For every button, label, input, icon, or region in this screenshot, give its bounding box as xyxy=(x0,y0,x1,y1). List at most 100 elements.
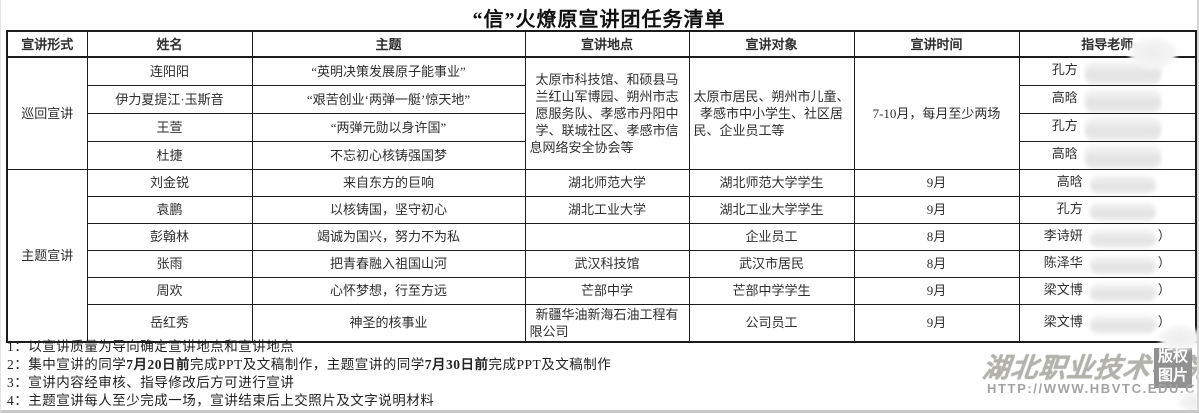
time-cell: 8月 xyxy=(853,222,1020,251)
time-cell: 9月 xyxy=(853,195,1020,224)
location-cell xyxy=(524,222,690,251)
seal-text-top: 版权 xyxy=(1157,349,1188,365)
footnote-2-text: 完成PPT及文稿制作，主题宣讲的同学 xyxy=(190,357,425,372)
name-cell: 伊力夏提江·玉斯音 xyxy=(86,84,253,114)
audience-cell: 太原市居民、朔州市儿童、孝感市中小学生、社区居民、企业员工等 xyxy=(688,56,855,170)
teacher-name: 梁文博 xyxy=(1043,282,1083,298)
table-row: 袁鹏 以核铸国，坚守初心 湖北工业大学 湖北工业大学学生 9月 孔方 xyxy=(7,195,1197,224)
audience-cell: 武汉市居民 xyxy=(688,249,855,278)
redaction-blur xyxy=(1159,326,1197,350)
header-audience: 宣讲对象 xyxy=(688,30,855,58)
redaction-blur xyxy=(1084,89,1161,112)
footnote-1: 1：以宣讲质量为导向确定宣讲地点和宣讲地点 xyxy=(7,339,295,354)
teacher-name: 高晗 xyxy=(1051,89,1078,105)
page-title: “信”火燎原宣讲团任务清单 xyxy=(472,9,726,31)
form-cell: 主题宣讲 xyxy=(6,168,88,342)
name-cell: 周欢 xyxy=(86,276,253,305)
header-form: 宣讲形式 xyxy=(6,30,88,58)
location-cell: 芒部中学 xyxy=(524,276,690,305)
watermark-url: HTTP://WWW.HBVTC.EDU.CN xyxy=(987,381,1199,396)
table-row: 伊力夏提江·玉斯音 “艰苦创业‘两弹一艇’惊天地” 高晗 xyxy=(7,84,1197,114)
table-row: 杜捷 不忘初心核铸强国梦 高晗 xyxy=(7,140,1197,170)
location-cell: 武汉科技馆 xyxy=(524,249,690,278)
theme-cell: 把青春融入祖国山河 xyxy=(251,249,526,278)
footnotes: 1：以宣讲质量为导向确定宣讲地点和宣讲地点 2：集中宣讲的同学7月20日前完成P… xyxy=(7,338,611,410)
redaction-blur xyxy=(1084,117,1161,140)
audience-cell: 湖北师范大学学生 xyxy=(688,168,855,197)
teacher-name: 陈泽华 xyxy=(1043,255,1083,271)
table-header-row: 宣讲形式 姓名 主题 宣讲地点 宣讲对象 宣讲时间 指导老师 xyxy=(6,30,1197,58)
name-cell: 连阳阳 xyxy=(86,56,253,86)
redaction-blur xyxy=(1089,228,1156,248)
audience-cell: 公司员工 xyxy=(688,303,855,342)
teacher-cell: 高晗 xyxy=(1018,84,1197,114)
teacher-suffix: ） xyxy=(1157,255,1171,271)
teacher-name: 梁文博 xyxy=(1043,314,1083,330)
table-row: 彭翰林 竭诚为国兴，努力不为私 企业员工 8月 李诗妍 ） xyxy=(7,222,1197,251)
theme-cell: 竭诚为国兴，努力不为私 xyxy=(251,222,526,251)
name-cell: 彭翰林 xyxy=(86,222,253,251)
theme-cell: 神圣的核事业 xyxy=(251,303,526,342)
redaction-blur xyxy=(1089,201,1156,221)
footnote-2-deadline-1: 7月20日前 xyxy=(126,357,190,372)
name-cell: 袁鹏 xyxy=(86,195,253,224)
teacher-name: 孔方 xyxy=(1051,62,1078,78)
time-cell: 7-10月，每月至少两场 xyxy=(853,56,1020,170)
header-theme: 主题 xyxy=(251,30,526,58)
redaction-blur xyxy=(1129,38,1177,68)
time-cell: 9月 xyxy=(853,303,1020,342)
audience-cell: 企业员工 xyxy=(688,222,855,251)
time-cell: 9月 xyxy=(853,276,1020,305)
teacher-name: 孔方 xyxy=(1056,201,1083,217)
teacher-cell: 梁文博 ） xyxy=(1018,276,1197,305)
teacher-cell: 孔方 xyxy=(1018,56,1197,86)
name-cell: 张雨 xyxy=(86,249,253,278)
teacher-name: 孔方 xyxy=(1051,117,1078,133)
teacher-cell: 高晗 xyxy=(1018,168,1197,197)
footnote-3: 3：宣讲内容经审核、指导修改后方可进行宣讲 xyxy=(7,375,295,390)
header-location: 宣讲地点 xyxy=(524,30,690,58)
teacher-name: 高晗 xyxy=(1051,145,1078,161)
teacher-cell: 李诗妍 ） xyxy=(1018,222,1197,251)
theme-cell: 来自东方的巨响 xyxy=(251,168,526,197)
time-cell: 9月 xyxy=(853,168,1020,197)
table-row: 张雨 把青春融入祖国山河 武汉科技馆 武汉市居民 8月 陈泽华 ） xyxy=(7,249,1197,278)
teacher-cell: 陈泽华 ） xyxy=(1018,249,1197,278)
seal-text-bottom: 图片 xyxy=(1157,368,1188,384)
teacher-name: 李诗妍 xyxy=(1043,228,1083,244)
table-row: 岳红秀 神圣的核事业 新疆华油新海石油工程有限公司 公司员工 9月 梁文博 ） xyxy=(7,303,1197,342)
table-row: 巡回宣讲 连阳阳 “英明决策发展原子能事业” 太原市科技馆、和硕县马兰红山军博园… xyxy=(6,56,1197,170)
teacher-suffix: ） xyxy=(1157,314,1171,330)
name-cell: 杜捷 xyxy=(86,140,253,170)
theme-cell: 不忘初心核铸强国梦 xyxy=(251,140,526,170)
table-row: 主题宣讲 刘金锐 来自东方的巨响 湖北师范大学 湖北师范大学学生 9月 高晗 xyxy=(6,168,1197,342)
footnote-2-deadline-2: 7月30日前 xyxy=(424,357,489,372)
location-cell: 太原市科技馆、和硕县马兰红山军博园、朔州市志愿服务队、孝感市丹阳中学、联城社区、… xyxy=(524,56,690,170)
theme-cell: “艰苦创业‘两弹一艇’惊天地” xyxy=(251,84,526,114)
watermark-copyright-seal: 版权 图片 xyxy=(1154,348,1192,388)
footnote-4: 4：主题宣讲每人至少完成一场，宣讲结束后上交照片及文字说明材料 xyxy=(7,393,435,408)
teacher-cell: 孔方 xyxy=(1018,112,1197,142)
teacher-suffix: ） xyxy=(1157,228,1171,244)
teacher-cell: 高晗 xyxy=(1018,140,1197,170)
name-cell: 岳红秀 xyxy=(86,303,253,342)
theme-cell: 以核铸国，坚守初心 xyxy=(251,195,526,224)
teacher-suffix: ） xyxy=(1157,282,1171,298)
name-cell: 刘金锐 xyxy=(86,168,253,197)
theme-cell: “英明决策发展原子能事业” xyxy=(251,56,526,86)
redaction-blur xyxy=(1089,282,1156,302)
redaction-blur xyxy=(1089,174,1156,194)
task-table: 宣讲形式 姓名 主题 宣讲地点 宣讲对象 宣讲时间 指导老师 巡回宣讲 连阳阳 … xyxy=(6,30,1197,343)
redaction-blur xyxy=(1179,392,1197,410)
location-cell: 新疆华油新海石油工程有限公司 xyxy=(524,303,690,342)
table-row: 周欢 心怀梦想，行至方远 芒部中学 芒部中学学生 9月 梁文博 ） xyxy=(7,276,1197,305)
teacher-cell: 孔方 xyxy=(1018,195,1197,224)
footnote-2: 2：集中宣讲的同学7月20日前完成PPT及文稿制作，主题宣讲的同学7月30日前完… xyxy=(7,356,611,374)
audience-cell: 湖北工业大学学生 xyxy=(688,195,855,224)
name-cell: 王萱 xyxy=(86,112,253,142)
header-time: 宣讲时间 xyxy=(853,30,1020,58)
table-row: 王萱 “两弹元勋以身许国” 孔方 xyxy=(7,112,1197,142)
redaction-blur xyxy=(1084,61,1161,84)
theme-cell: 心怀梦想，行至方远 xyxy=(251,276,526,305)
